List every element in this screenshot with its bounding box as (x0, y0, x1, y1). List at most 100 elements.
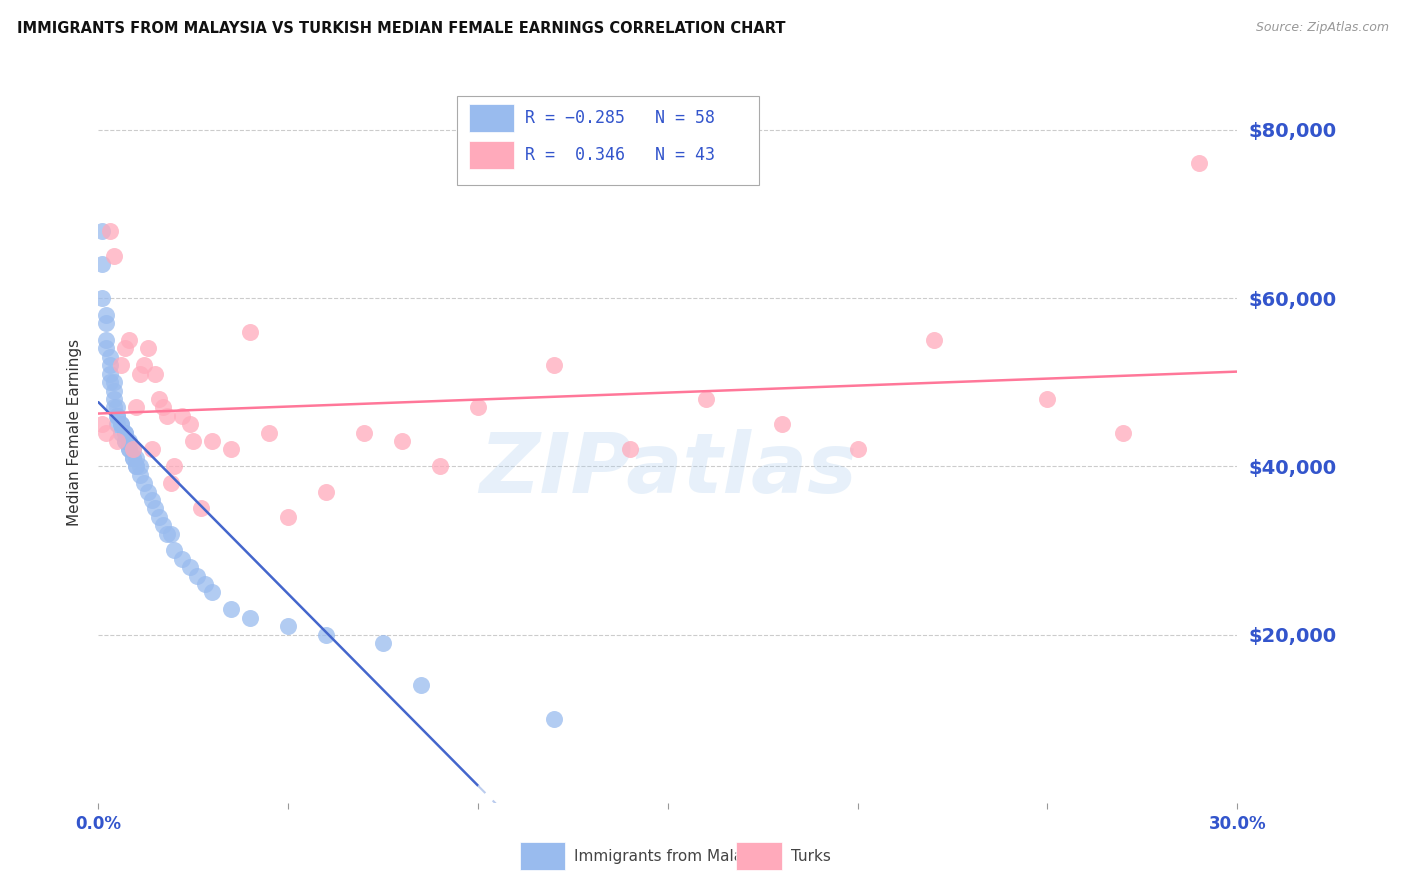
FancyBboxPatch shape (468, 103, 515, 132)
Point (163, 459, 186, 474)
Point (543, 359, 565, 373)
Point (91, 291, 114, 305)
Point (103, 401, 125, 415)
Point (163, 543, 186, 558)
Point (121, 442, 143, 457)
Point (277, 509, 299, 524)
Point (148, 509, 170, 524)
Point (98, 359, 121, 373)
Point (107, 417, 129, 432)
Point (467, 401, 489, 415)
Point (91, 224, 114, 238)
Point (107, 409, 129, 423)
Point (221, 602, 243, 616)
Point (94, 342, 117, 356)
Point (114, 434, 136, 448)
Point (201, 434, 224, 448)
Point (371, 636, 394, 650)
Point (125, 401, 148, 415)
Point (110, 425, 132, 440)
Point (132, 359, 155, 373)
Point (136, 342, 159, 356)
Point (121, 450, 143, 465)
FancyBboxPatch shape (468, 141, 515, 169)
Point (259, 425, 281, 440)
Point (391, 434, 413, 448)
Point (103, 384, 125, 398)
FancyBboxPatch shape (520, 842, 565, 871)
Point (110, 417, 132, 432)
Point (619, 442, 641, 457)
Point (695, 392, 717, 406)
Point (186, 568, 208, 582)
Point (194, 577, 217, 591)
Point (239, 610, 262, 624)
Point (846, 442, 869, 457)
Point (103, 392, 125, 406)
Text: IMMIGRANTS FROM MALAYSIA VS TURKISH MEDIAN FEMALE EARNINGS CORRELATION CHART: IMMIGRANTS FROM MALAYSIA VS TURKISH MEDI… (17, 21, 786, 36)
Point (114, 425, 136, 440)
Point (277, 619, 299, 633)
Point (136, 484, 159, 499)
Point (129, 367, 152, 381)
Point (94, 425, 117, 440)
Text: R = −0.285   N = 58: R = −0.285 N = 58 (526, 109, 716, 127)
Point (159, 476, 181, 491)
Point (107, 434, 129, 448)
Point (118, 333, 141, 347)
FancyBboxPatch shape (737, 842, 782, 871)
Point (121, 442, 143, 457)
Text: Immigrants from Malaysia: Immigrants from Malaysia (575, 848, 775, 863)
Point (179, 417, 201, 432)
Text: ZIPatlas: ZIPatlas (479, 429, 856, 510)
Point (129, 467, 152, 482)
Point (411, 678, 433, 692)
Point (107, 409, 129, 423)
Point (114, 342, 136, 356)
Point (170, 551, 193, 566)
Point (98, 367, 121, 381)
Point (159, 526, 181, 541)
Point (98, 375, 121, 389)
Point (145, 367, 167, 381)
Point (132, 476, 155, 491)
Point (315, 627, 337, 641)
Point (156, 409, 179, 423)
Point (429, 459, 451, 474)
Point (91, 417, 114, 432)
Text: R =  0.346   N = 43: R = 0.346 N = 43 (526, 146, 716, 164)
Point (121, 450, 143, 465)
Point (94, 333, 117, 347)
Point (152, 518, 174, 533)
Point (118, 442, 141, 457)
Point (922, 333, 945, 347)
Point (110, 359, 132, 373)
Text: Source: ZipAtlas.com: Source: ZipAtlas.com (1256, 21, 1389, 34)
Point (221, 442, 243, 457)
Point (190, 501, 212, 516)
Point (94, 308, 117, 322)
Point (183, 434, 205, 448)
Point (170, 409, 193, 423)
Point (110, 417, 132, 432)
Point (141, 492, 163, 507)
Y-axis label: Median Female Earnings: Median Female Earnings (67, 339, 83, 526)
FancyBboxPatch shape (457, 95, 759, 185)
Point (179, 560, 201, 574)
Point (201, 585, 224, 599)
Point (129, 459, 152, 474)
Point (770, 417, 793, 432)
Point (156, 526, 179, 541)
Point (125, 459, 148, 474)
Point (239, 325, 262, 339)
Point (94, 316, 117, 330)
Point (145, 501, 167, 516)
Point (315, 484, 337, 499)
Point (152, 401, 174, 415)
Point (98, 224, 121, 238)
Point (91, 257, 114, 271)
Point (103, 375, 125, 389)
Point (114, 434, 136, 448)
Point (118, 442, 141, 457)
Point (125, 459, 148, 474)
